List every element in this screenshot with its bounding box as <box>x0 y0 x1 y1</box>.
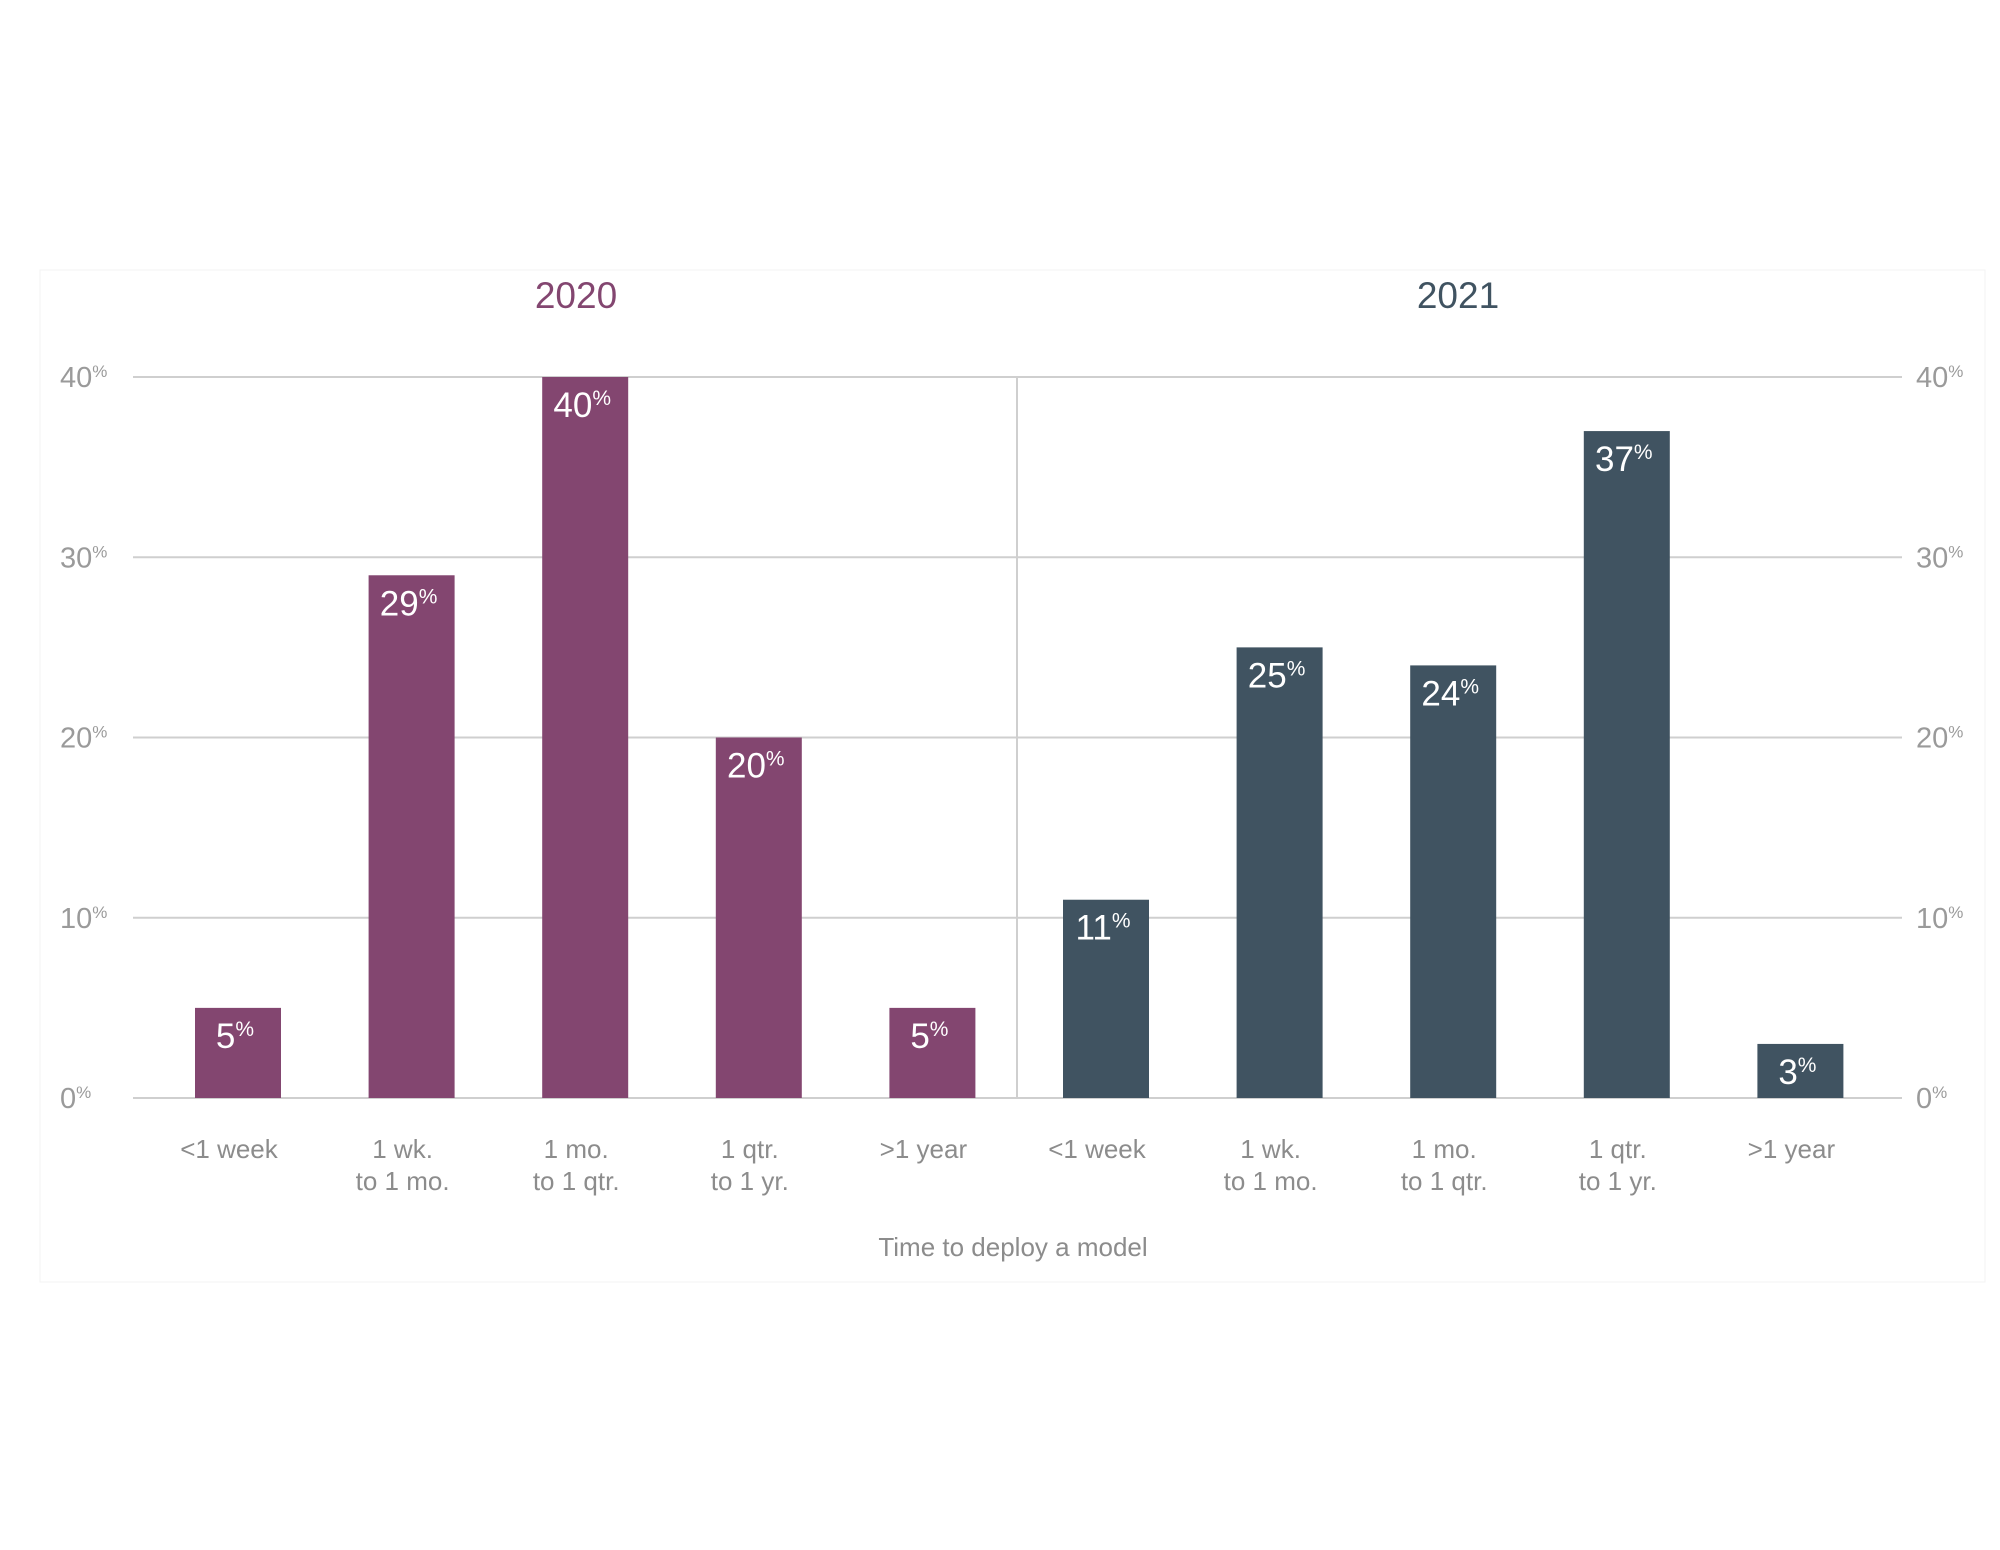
category-label: 1 wk. to 1 mo. <box>1224 1134 1318 1196</box>
bar-2020-2 <box>542 377 629 1098</box>
category-label: >1 year <box>880 1134 968 1164</box>
bar-2021-2 <box>1410 665 1497 1098</box>
bar-2020-3 <box>715 737 802 1098</box>
x-axis-title: Time to deploy a model <box>878 1232 1147 1262</box>
bar-2021-3 <box>1583 431 1670 1098</box>
category-label: >1 year <box>1748 1134 1836 1164</box>
x-axis-category-labels: <1 week 1 wk. to 1 mo. 1 mo. to 1 qtr. 1 qtr.… <box>180 1134 1835 1196</box>
plot-panel-background <box>39 269 1986 1283</box>
category-label: 1 qtr. to 1 yr. <box>1579 1134 1657 1196</box>
panel-titles: 2020 2021 <box>535 275 1499 316</box>
bar-2021-1 <box>1236 647 1323 1098</box>
bar-2020-4 <box>889 1007 976 1098</box>
data-label-2021-0: 11% <box>1075 909 1130 948</box>
panel-title-2021: 2021 <box>1417 275 1499 316</box>
y-tick-label-right: 10% <box>1916 903 1963 935</box>
bar-2021-4 <box>1757 1043 1844 1098</box>
bar-2020-1 <box>368 575 455 1098</box>
panel-title-2020: 2020 <box>535 275 617 316</box>
category-label: 1 mo. to 1 qtr. <box>533 1134 620 1196</box>
bar-2021-0 <box>1063 899 1149 1098</box>
bars-group: 5%29%40%20%5%11%25%24%37%3% <box>195 377 1844 1098</box>
category-label: 1 mo. to 1 qtr. <box>1401 1134 1488 1196</box>
y-tick-label-left: 0% <box>60 1083 91 1115</box>
category-label: 1 qtr. to 1 yr. <box>711 1134 789 1196</box>
data-label-2021-1: 25% <box>1248 656 1306 695</box>
category-label: 1 wk. to 1 mo. <box>356 1134 450 1196</box>
bar-2020-0 <box>195 1007 281 1098</box>
category-label: <1 week <box>180 1134 279 1164</box>
category-label: <1 week <box>1048 1134 1147 1164</box>
data-label-2020-4: 5% <box>910 1017 948 1056</box>
